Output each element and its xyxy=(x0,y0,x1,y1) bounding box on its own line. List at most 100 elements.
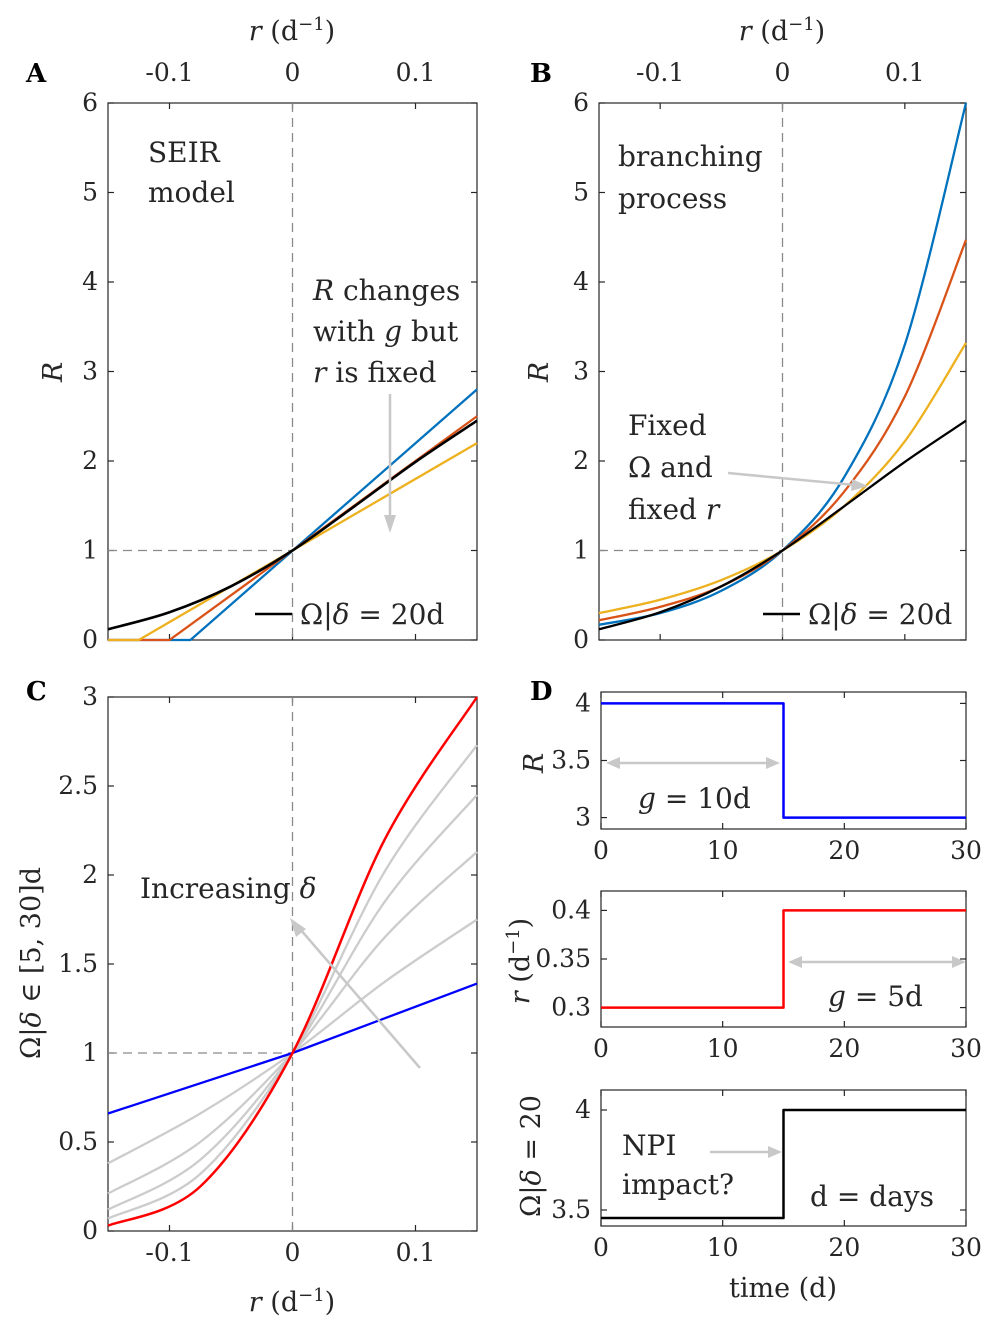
panel-c-reference-lines xyxy=(108,697,294,1231)
panel-d3-ytick-label: 4 xyxy=(575,1095,591,1124)
panel-b-arrow xyxy=(727,471,868,491)
panel-a-ytick-label: 2 xyxy=(82,446,98,475)
panel-c-letter: C xyxy=(26,677,47,707)
panel-a-ylabel: R xyxy=(38,362,69,383)
panel-d1-double-arrow xyxy=(606,757,780,769)
panel-b-annotation-omega-and: Ω and xyxy=(628,451,713,484)
panel-d3-annotation-impact: impact? xyxy=(622,1168,734,1201)
panel-b-top-xlabel: r (d−1) xyxy=(739,14,825,47)
panel-b-ytick-label: 5 xyxy=(573,178,589,207)
panel-a: A r (d−1) R -0.1 0 0.1 0 1 2 3 4 5 6 SEIR model R… xyxy=(25,14,478,654)
panel-c-ytick-label: 1.5 xyxy=(58,949,98,978)
panel-b-annotation-fixed: Fixed xyxy=(628,409,707,442)
panel-a-ytick-label: 3 xyxy=(82,357,98,386)
panel-b-legend: Ω|δ = 20d xyxy=(763,598,952,631)
panel-c-ytick-label: 1 xyxy=(82,1038,98,1067)
panel-d3-series-line-black-0 xyxy=(601,1108,966,1220)
panel-d1-ytick-label: 4 xyxy=(575,688,591,717)
panel-a-series-line-yellow-2 xyxy=(108,442,478,642)
panel-b-xtick-label: 0.1 xyxy=(885,58,925,87)
panel-c-xtick-label: 0.1 xyxy=(396,1238,436,1267)
panel-b-annotation-fixed-r: fixed r xyxy=(628,493,721,526)
panel-d2-xtick-label: 10 xyxy=(707,1034,739,1063)
panel-d1-ytick-label: 3 xyxy=(575,803,591,832)
panel-a-ytick-label: 0 xyxy=(82,625,98,654)
panel-b-xtick-label: 0 xyxy=(775,58,791,87)
panel-c-series xyxy=(107,696,479,1227)
panel-c-arrow xyxy=(290,918,421,1069)
panel-b-ytick-label: 4 xyxy=(573,267,589,296)
panel-d3-frame xyxy=(600,1089,967,1227)
panel-b-axes: -0.1 0 0.1 0 1 2 3 4 5 6 xyxy=(573,58,967,654)
panel-d-letter: D xyxy=(530,677,553,707)
panel-d2-ytick-label: 0.4 xyxy=(551,895,591,924)
panel-d1-xtick-label: 20 xyxy=(828,836,860,865)
panel-d2-annotation: g = 5d xyxy=(828,980,923,1013)
panel-d-omega-subplot: Ω|δ = 20 0 10 20 30 3.5 4 NPI impact? d = day… xyxy=(516,1089,982,1304)
panel-b-reference-lines xyxy=(599,103,784,640)
panel-d3-ytick-label: 3.5 xyxy=(551,1195,591,1224)
panel-a-arrow xyxy=(384,394,396,533)
panel-d2-ytick-label: 0.35 xyxy=(535,944,591,973)
panel-b-xtick-label: -0.1 xyxy=(636,58,684,87)
panel-d3-annotation-days: d = days xyxy=(810,1180,934,1213)
panel-d1-xtick-label: 0 xyxy=(593,836,609,865)
panel-d3-xlabel: time (d) xyxy=(729,1273,837,1304)
panel-d-growth-subplot: r (d−1) 0 10 20 30 0.3 0.35 0.4 g = 5d xyxy=(503,890,982,1063)
panel-d2-ylabel: r (d−1) xyxy=(503,918,536,1004)
panel-b-ytick-label: 2 xyxy=(573,446,589,475)
panel-a-xtick-label: 0.1 xyxy=(396,58,436,87)
panel-d2-xtick-label: 0 xyxy=(593,1034,609,1063)
panel-c-axes: -0.1 0 0.1 0 0.5 1 1.5 2 2.5 3 xyxy=(58,682,478,1267)
panel-d-r-subplot: R 0 10 20 30 3 3.5 4 g = 10d xyxy=(519,688,982,865)
panel-d3-series xyxy=(601,1108,966,1220)
panel-a-annotation-model: model xyxy=(148,176,235,209)
panel-b: B r (d−1) R -0.1 0 0.1 0 1 2 3 4 5 6 branching pr… xyxy=(524,14,968,654)
panel-d2-double-arrow xyxy=(788,956,966,968)
panel-a-annotation-with-g: with g but xyxy=(313,315,459,348)
panel-a-ytick-label: 5 xyxy=(82,178,98,207)
panel-b-ytick-label: 6 xyxy=(573,88,589,117)
panel-b-series-line-orange-1 xyxy=(598,239,968,622)
panel-d2-xtick-label: 20 xyxy=(828,1034,860,1063)
panel-d3-xtick-label: 20 xyxy=(828,1233,860,1262)
panel-c-ylabel: Ω|δ ∈ [5, 30]d xyxy=(16,867,47,1059)
panel-a-xtick-label: -0.1 xyxy=(145,58,193,87)
panel-a-legend-label: Ω|δ = 20d xyxy=(300,598,444,631)
panel-d1-xtick-label: 30 xyxy=(950,836,982,865)
panel-b-annotation-branching: branching xyxy=(618,140,763,173)
panel-b-series-line-blue_matlab-0 xyxy=(598,102,968,626)
panel-c-ytick-label: 3 xyxy=(82,682,98,711)
panel-d3-xtick-label: 30 xyxy=(950,1233,982,1262)
panel-a-ytick-label: 4 xyxy=(82,267,98,296)
panel-a-annotation-r-fixed: r is fixed xyxy=(313,356,437,389)
panel-d1-axes: 0 10 20 30 3 3.5 4 xyxy=(551,688,982,865)
panel-d3-ylabel: Ω|δ = 20 xyxy=(516,1095,547,1217)
panel-a-smooth-series-line-black-0 xyxy=(107,419,478,631)
panel-d2-series xyxy=(601,909,966,1009)
panel-a-ytick-label: 1 xyxy=(82,536,98,565)
panel-a-letter: A xyxy=(25,59,47,89)
panel-d2-series-line-red-0 xyxy=(601,909,966,1009)
panel-d3-xtick-label: 0 xyxy=(593,1233,609,1262)
panel-c: C r (d−1) Ω|δ ∈ [5, 30]d -0.1 0 0.1 0 0.5 1 1.… xyxy=(16,677,479,1318)
panel-b-ytick-label: 0 xyxy=(573,625,589,654)
panel-d2-axes: 0 10 20 30 0.3 0.35 0.4 xyxy=(535,890,982,1063)
panel-b-ytick-label: 1 xyxy=(573,536,589,565)
panel-a-series xyxy=(107,388,478,642)
panel-d3-arrow xyxy=(710,1146,782,1158)
panel-d: D R 0 10 20 30 3 3.5 4 g = 10d r (d−1) 0 10 20 30… xyxy=(503,677,982,1304)
panel-c-xlabel: r (d−1) xyxy=(249,1285,335,1318)
panel-b-series xyxy=(598,102,968,631)
panel-b-letter: B xyxy=(530,59,552,89)
panel-d1-ytick-label: 3.5 xyxy=(551,746,591,775)
panel-b-ytick-label: 3 xyxy=(573,357,589,386)
panel-a-axes: -0.1 0 0.1 0 1 2 3 4 5 6 xyxy=(82,58,478,654)
panel-d1-ylabel: R xyxy=(519,753,550,774)
panel-d2-ytick-label: 0.3 xyxy=(551,993,591,1022)
panel-c-ytick-label: 2 xyxy=(82,860,98,889)
panel-c-xtick-label: 0 xyxy=(285,1238,301,1267)
panel-d3-xtick-label: 10 xyxy=(707,1233,739,1262)
panel-b-legend-label: Ω|δ = 20d xyxy=(808,598,952,631)
